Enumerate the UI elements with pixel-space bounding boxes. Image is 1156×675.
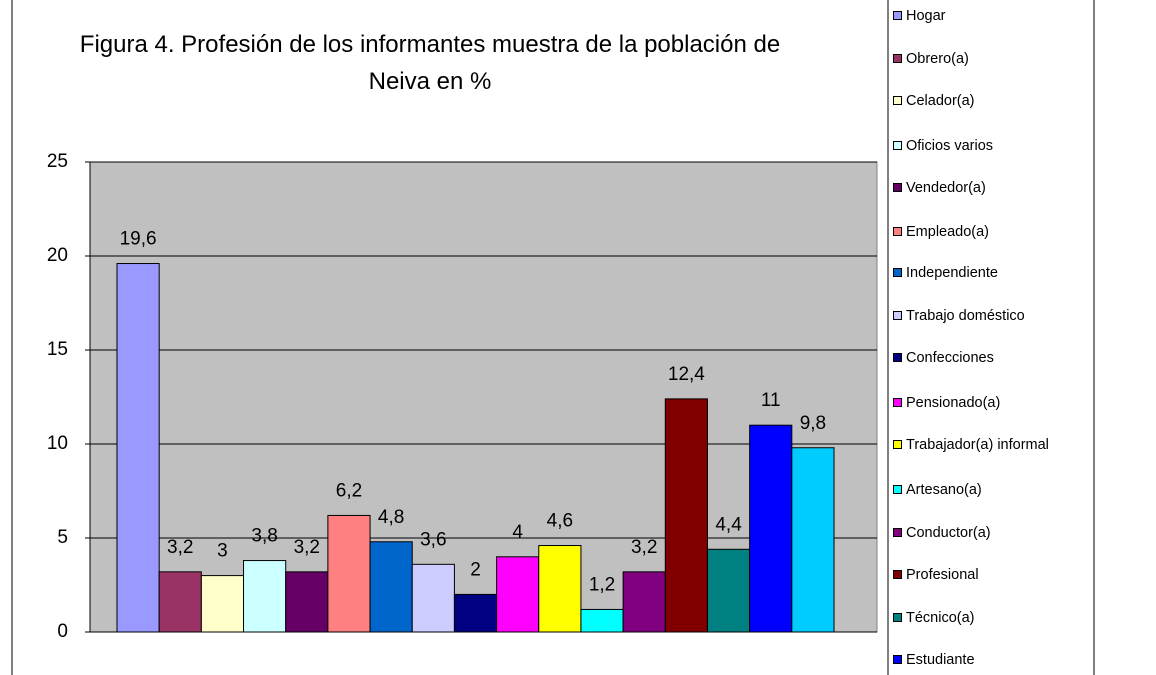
value-label: 2 <box>470 559 481 580</box>
legend-swatch <box>893 440 902 449</box>
legend-label: Artesano(a) <box>906 482 982 498</box>
bar <box>116 263 160 633</box>
legend-label: Empleado(a) <box>906 224 990 240</box>
legend-label: Estudiante <box>906 652 975 668</box>
legend-label: Hogar <box>906 8 946 24</box>
bar <box>200 575 245 633</box>
legend-swatch <box>893 11 902 20</box>
bar <box>453 593 498 633</box>
value-label: 9,8 <box>800 413 826 434</box>
legend-swatch <box>893 183 902 192</box>
legend-label: Independiente <box>906 265 998 281</box>
bar <box>243 560 287 633</box>
y-tick-label: 20 <box>47 245 68 266</box>
value-label: 3 <box>217 541 228 562</box>
legend-swatch <box>893 485 902 494</box>
legend-entry: Profesional <box>893 565 1089 585</box>
value-label: 3,2 <box>631 537 657 558</box>
legend-swatch <box>893 613 902 622</box>
legend-label: Trabajador(a) informal <box>906 437 1049 453</box>
value-label: 1,2 <box>589 574 615 595</box>
legend-swatch <box>893 528 902 537</box>
bar <box>496 556 540 633</box>
bar <box>622 571 666 633</box>
legend-label: Confecciones <box>906 350 994 366</box>
value-label: 12,4 <box>668 364 705 385</box>
legend-swatch <box>893 268 902 277</box>
legend-entry: Artesano(a) <box>893 480 1089 500</box>
legend-swatch <box>893 570 902 579</box>
legend-entry: Conductor(a) <box>893 523 1089 543</box>
value-label: 3,2 <box>294 537 320 558</box>
bar <box>538 545 582 633</box>
bar <box>327 514 371 633</box>
value-label: 3,8 <box>251 526 277 547</box>
legend-swatch <box>893 54 902 63</box>
bar <box>285 571 329 633</box>
legend-entry: Técnico(a) <box>893 608 1089 628</box>
legend-swatch <box>893 141 902 150</box>
legend-label: Obrero(a) <box>906 51 969 67</box>
legend-label: Técnico(a) <box>906 610 975 626</box>
legend-label: Vendedor(a) <box>906 180 986 196</box>
legend-entry: Trabajador(a) informal <box>893 435 1089 455</box>
value-label: 3,6 <box>420 529 446 550</box>
bar <box>706 548 751 633</box>
legend-label: Conductor(a) <box>906 525 991 541</box>
value-label: 4 <box>512 522 523 543</box>
bar <box>664 398 708 633</box>
legend-swatch <box>893 353 902 362</box>
value-label: 6,2 <box>336 480 362 501</box>
value-label: 19,6 <box>120 229 157 250</box>
bar <box>411 563 455 633</box>
legend-label: Celador(a) <box>906 93 975 109</box>
legend-label: Profesional <box>906 567 979 583</box>
legend-label: Pensionado(a) <box>906 395 1001 411</box>
bar <box>749 424 793 633</box>
value-label: 4,4 <box>715 514 742 535</box>
legend-entry: Pensionado(a) <box>893 393 1089 413</box>
y-tick-label: 10 <box>47 433 68 454</box>
legend-entry: Independiente <box>893 263 1089 283</box>
bar <box>369 541 413 633</box>
legend-swatch <box>893 398 902 407</box>
legend-swatch <box>893 96 902 105</box>
legend-entry: Oficios varios <box>893 136 1089 156</box>
legend-label: Oficios varios <box>906 138 994 154</box>
y-tick-label: 15 <box>47 339 68 360</box>
legend-swatch <box>893 311 902 320</box>
bar <box>580 608 624 633</box>
legend-entry: Obrero(a) <box>893 49 1089 69</box>
value-label: 4,8 <box>378 507 404 528</box>
y-tick-label: 25 <box>47 151 68 172</box>
value-label: 11 <box>761 390 781 411</box>
chart-title: Figura 4. Profesión de los informantes m… <box>79 31 781 95</box>
y-tick-label: 5 <box>57 527 68 548</box>
legend-entry: Estudiante <box>893 650 1089 670</box>
y-tick-label: 0 <box>57 621 68 642</box>
legend-swatch <box>893 227 902 236</box>
legend-entry: Hogar <box>893 6 1089 26</box>
value-label: 3,2 <box>167 537 193 558</box>
legend-entry: Celador(a) <box>893 91 1089 111</box>
legend-label: Trabajo doméstico <box>906 308 1025 324</box>
legend-swatch <box>893 655 902 664</box>
value-label: 4,6 <box>547 511 573 532</box>
legend-entry: Vendedor(a) <box>893 178 1089 198</box>
legend-entry: Trabajo doméstico <box>893 306 1089 326</box>
bar <box>158 571 202 633</box>
legend-entry: Confecciones <box>893 348 1089 368</box>
bar <box>791 447 835 633</box>
legend-entry: Empleado(a) <box>893 222 1089 242</box>
